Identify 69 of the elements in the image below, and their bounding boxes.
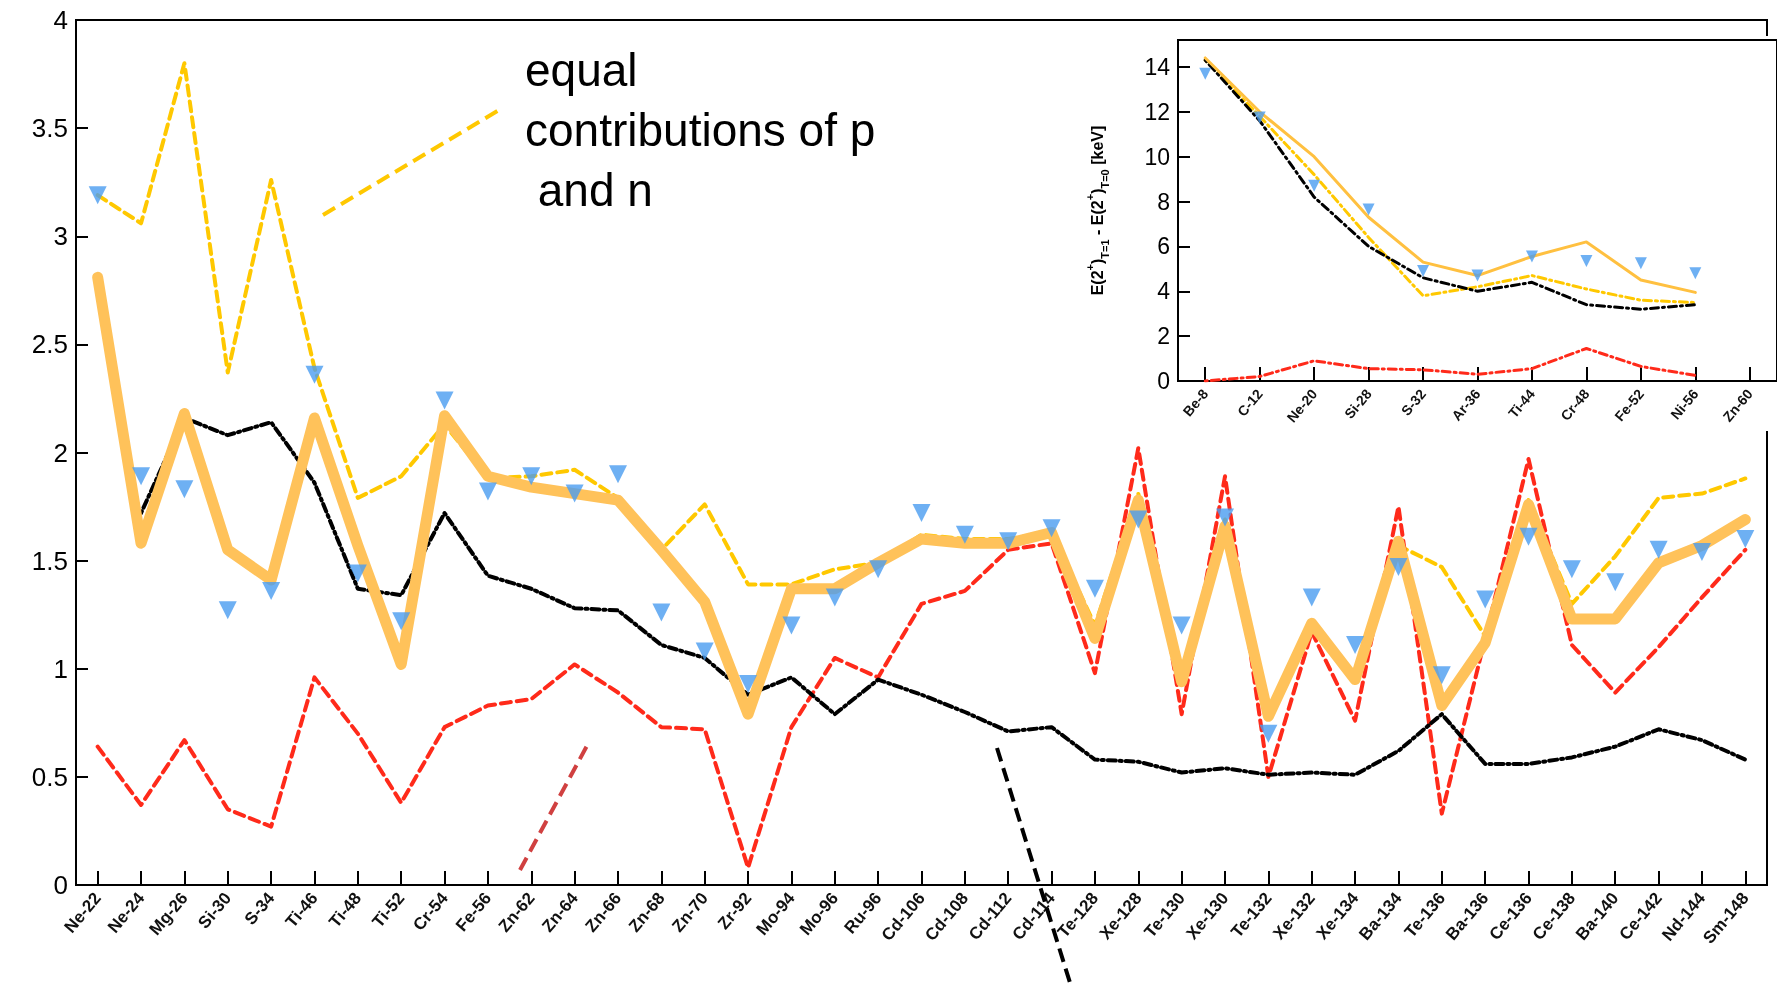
annotation: equal contributions of p and n <box>525 44 876 216</box>
point <box>132 467 151 486</box>
y-tick-label: 1 <box>53 653 68 684</box>
point <box>652 603 671 622</box>
point <box>912 504 931 523</box>
point <box>1736 530 1755 548</box>
point <box>1634 257 1647 270</box>
point <box>1199 67 1212 80</box>
point <box>565 484 584 503</box>
point <box>1525 250 1538 263</box>
point <box>1362 203 1375 216</box>
point <box>435 391 454 410</box>
point <box>782 616 801 635</box>
point <box>1562 560 1581 579</box>
point <box>1308 179 1321 192</box>
point <box>478 482 497 501</box>
point <box>1253 111 1266 124</box>
point <box>955 525 974 544</box>
text: E(2+)T=1 - E(2+)T=0 [keV] <box>1083 125 1111 296</box>
point <box>88 186 107 205</box>
point <box>1216 508 1235 527</box>
point <box>1129 510 1148 529</box>
y-tick-label: 3.5 <box>31 113 68 144</box>
point <box>999 532 1018 551</box>
y-tick-label: 0 <box>1157 368 1170 394</box>
point <box>1085 579 1104 598</box>
point <box>1042 519 1061 538</box>
y-tick-label: 8 <box>1157 188 1170 215</box>
y-tick-label: 4 <box>53 5 68 35</box>
point <box>348 564 367 583</box>
y-tick-label: 12 <box>1144 98 1170 125</box>
point <box>1346 635 1365 654</box>
y-tick-label: 14 <box>1144 53 1171 80</box>
y-tick-label: 6 <box>1157 233 1170 260</box>
point <box>305 365 324 384</box>
point <box>1432 666 1451 685</box>
point <box>1389 558 1408 577</box>
y-tick-label: 0.5 <box>31 761 68 792</box>
point <box>1417 265 1430 278</box>
point <box>392 612 411 631</box>
point <box>739 674 758 693</box>
point <box>1259 724 1278 743</box>
point <box>1606 573 1625 592</box>
point <box>1689 267 1702 280</box>
point <box>869 560 888 579</box>
y-tick-label: 0 <box>53 870 68 900</box>
point <box>1302 588 1321 607</box>
point <box>1649 540 1668 559</box>
y-tick-label: 10 <box>1144 143 1170 170</box>
point <box>1471 269 1484 282</box>
point <box>522 467 541 486</box>
point <box>1692 542 1711 561</box>
point <box>695 642 714 661</box>
point <box>608 465 627 484</box>
point <box>218 601 237 620</box>
y-tick-label: 1.5 <box>31 545 68 576</box>
line-series <box>1203 346 1697 383</box>
point <box>825 588 844 607</box>
y-tick-label: 2.5 <box>31 329 68 360</box>
y-tick-label: 4 <box>1157 278 1171 305</box>
point <box>1172 616 1191 635</box>
point <box>175 480 194 499</box>
y-tick-label: 2 <box>53 437 68 468</box>
y-tick-label: 2 <box>1157 323 1170 350</box>
point <box>262 581 281 600</box>
point <box>1476 590 1495 609</box>
point <box>1519 527 1538 546</box>
point <box>1580 254 1593 267</box>
y-tick-label: 3 <box>53 221 68 252</box>
